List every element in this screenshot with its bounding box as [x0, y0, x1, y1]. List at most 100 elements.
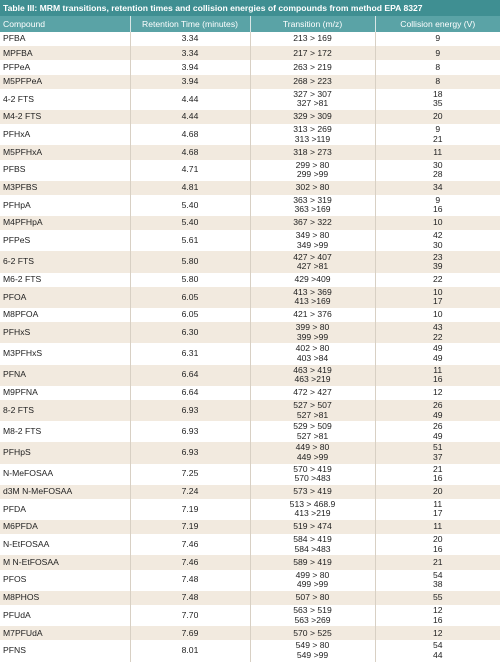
table-cell: 26 49 — [374, 399, 500, 422]
table-cell: PFPeA — [3, 61, 31, 72]
table-cell: 472 > 427 — [249, 385, 375, 400]
table-title: Table III: MRM transitions, retention ti… — [0, 0, 500, 16]
table-cell: 529 > 509 527 >81 — [249, 421, 375, 443]
table-cell: 519 > 474 — [249, 520, 375, 535]
table-row: M5PFHxA 4.68 318 > 273 11 — [0, 145, 500, 160]
table-cell: 55 — [374, 590, 500, 605]
table-row: 4-2 FTS 4.44 327 > 307 327 >81 18 35 — [0, 88, 500, 110]
table-row: M8-2 FTS 6.93 529 > 509 527 >81 26 49 — [0, 421, 500, 443]
cell-line: 402 > 80 — [295, 343, 330, 354]
table-cell: 8 — [374, 60, 500, 75]
table-row: PFPeA 3.94 263 > 219 8 — [0, 60, 500, 75]
cell-line: 17 — [432, 296, 443, 307]
table-cell: 9 — [374, 32, 500, 47]
table-row: 8-2 FTS 6.93 527 > 507 527 >81 26 49 — [0, 399, 500, 422]
table-cell: 7.24 — [129, 484, 250, 499]
table-cell: 34 — [374, 180, 500, 195]
cell-line: 563 >269 — [294, 614, 331, 625]
cell-line: 427 > 407 — [293, 251, 332, 262]
header-cell: Compound — [0, 16, 130, 32]
cell-line: 23 — [432, 251, 443, 262]
cell-line: 26 — [432, 421, 443, 432]
table-row: PFHpA 5.40 363 > 319 363 >169 9 16 — [0, 194, 500, 217]
table-cell: 5.80 — [129, 251, 250, 273]
table-cell: 4.71 — [129, 159, 250, 181]
table-cell: PFNS — [3, 645, 26, 656]
table-cell: 584 > 419 584 >483 — [249, 534, 375, 556]
cell-line: 349 > 80 — [295, 230, 330, 241]
cell-line: 16 — [432, 543, 443, 554]
table-row: M6PFDA 7.19 519 > 474 11 — [0, 520, 500, 535]
cell-line: 30 — [432, 239, 443, 250]
cell-line: 413 >169 — [294, 296, 331, 307]
table-cell: 10 17 — [374, 286, 500, 308]
table-cell: M5PFHxA — [0, 145, 130, 160]
table-cell: PFOS — [3, 574, 27, 585]
table-cell: 4.68 — [129, 145, 250, 160]
table-cell: PFDA — [3, 503, 26, 514]
cell-line: 449 > 80 — [295, 442, 330, 453]
table-cell: 367 > 322 — [249, 216, 375, 231]
table-cell: 449 > 80 449 >99 — [249, 442, 375, 464]
table-cell: M4-2 FTS — [0, 109, 130, 125]
table-cell: 43 22 — [374, 322, 500, 344]
table-row: PFHpS 6.93 449 > 80 449 >99 51 37 — [0, 442, 500, 464]
table-cell: 549 > 80 549 >99 — [249, 640, 375, 662]
table-cell: M3PFBS — [0, 180, 130, 195]
table-cell: 11 — [374, 145, 500, 160]
table-cell: 7.69 — [129, 626, 250, 641]
table-cell: M9PFNA — [3, 387, 38, 398]
cell-line: 327 > 307 — [293, 88, 332, 99]
table-cell: 6.93 — [129, 442, 250, 464]
table-cell: 563 > 519 563 >269 — [249, 605, 375, 627]
table-cell: 263 > 219 — [249, 60, 375, 75]
table-cell: PFHxS — [0, 322, 130, 344]
table-cell: 7.46 — [129, 555, 250, 570]
table-cell: 6.05 — [129, 286, 250, 308]
cell-line: 51 — [432, 442, 443, 453]
table-cell: d3M N-MeFOSAA — [0, 484, 130, 499]
table-cell: 6.93 — [129, 399, 250, 422]
table-cell: 413 > 369 413 >169 — [249, 286, 375, 308]
table-cell: 513 > 468.9 413 >219 — [249, 498, 375, 521]
cell-line: 549 > 80 — [295, 640, 330, 651]
table-cell: 3.34 — [129, 32, 250, 47]
cell-line: 399 > 80 — [295, 322, 330, 333]
table-cell: M8-2 FTS — [3, 425, 42, 436]
table-cell: 7.19 — [129, 520, 250, 535]
table-row: M9PFNA 6.64 472 > 427 12 — [0, 385, 500, 400]
table-cell: 12 16 — [374, 605, 500, 627]
table-cell: 573 > 419 — [249, 484, 375, 499]
cell-line: 427 >81 — [296, 261, 329, 272]
table-cell: 11 16 — [374, 364, 500, 386]
table-cell: 5.61 — [129, 230, 250, 252]
table-cell: 21 — [374, 555, 500, 570]
table-cell: 11 — [374, 520, 500, 535]
table-row: PFUdA 7.70 563 > 519 563 >269 12 16 — [0, 605, 500, 627]
table-row: M6-2 FTS 5.80 429 >409 22 — [0, 272, 500, 287]
cell-line: 10 — [432, 286, 443, 297]
table-cell: 570 > 419 570 >483 — [249, 463, 375, 485]
table-cell: 4-2 FTS — [3, 93, 35, 104]
cell-line: 327 >81 — [296, 98, 329, 109]
table-cell: 6.05 — [129, 308, 250, 323]
table-cell: 18 35 — [374, 88, 500, 110]
table-cell: 427 > 407 427 >81 — [249, 251, 375, 273]
table-row: PFDA 7.19 513 > 468.9 413 >219 11 17 — [0, 498, 500, 521]
table-cell: 349 > 80 349 >99 — [249, 230, 375, 252]
table-cell: 3.34 — [129, 46, 250, 61]
table-cell: 3.94 — [129, 74, 250, 89]
table-cell: 23 39 — [374, 251, 500, 273]
cell-line: 527 > 507 — [293, 400, 332, 411]
table-cell: M3PFHxS — [3, 348, 43, 359]
table-cell: 4.81 — [129, 180, 250, 195]
cell-line: 49 — [432, 430, 443, 441]
table-cell: M N-EtFOSAA — [0, 555, 130, 570]
table-cell: PFHpA — [3, 199, 31, 210]
table-cell: N-MeFOSAA — [3, 468, 54, 479]
table-cell: 507 > 80 — [249, 590, 375, 605]
table-cell: M4PFHpA — [0, 216, 130, 231]
table-body: PFBA 3.34 213 > 169 9 MPFBA 3.34 217 > 172 9 PFP… — [0, 32, 500, 662]
table-cell: 7.48 — [129, 569, 250, 591]
cell-line: 37 — [432, 451, 443, 462]
